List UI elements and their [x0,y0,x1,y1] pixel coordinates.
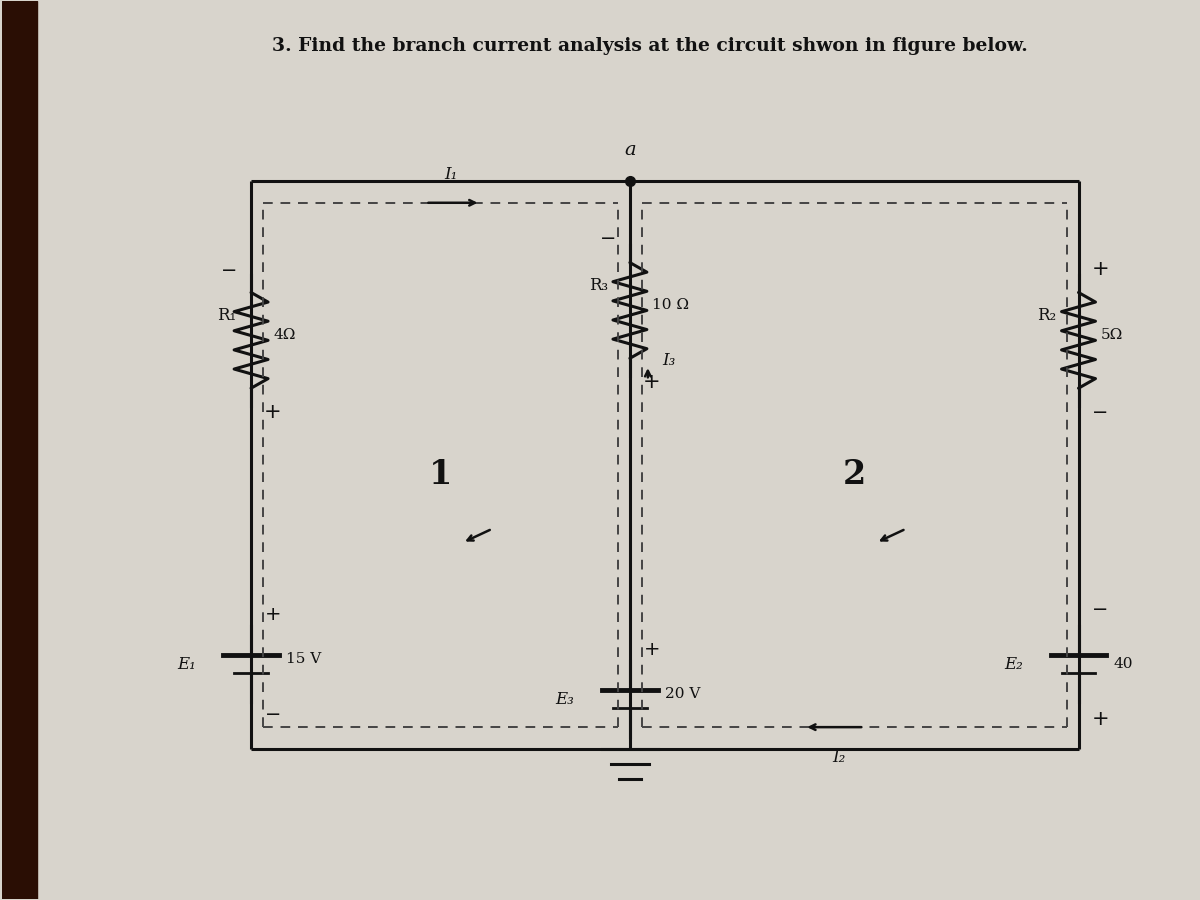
Text: I₁: I₁ [444,166,457,183]
Text: 4Ω: 4Ω [274,328,295,342]
Text: +: + [1092,709,1109,729]
Text: +: + [265,605,281,624]
Text: −: − [1092,600,1109,619]
Text: R₁: R₁ [217,307,236,324]
Text: +: + [643,373,661,392]
Text: I₃: I₃ [662,352,676,369]
Text: E₃: E₃ [556,690,575,707]
Text: +: + [264,402,282,422]
Text: 2: 2 [842,458,866,491]
Text: a: a [624,141,636,159]
Text: −: − [1092,402,1109,421]
Text: E₁: E₁ [176,656,196,673]
Text: 15 V: 15 V [286,652,322,666]
Text: 5Ω: 5Ω [1100,328,1123,342]
Text: 10 Ω: 10 Ω [652,299,689,312]
Bar [2,2,37,898]
Text: +: + [643,640,660,659]
Text: R₃: R₃ [589,277,608,294]
Text: 20 V: 20 V [665,688,700,701]
Text: I₂: I₂ [833,749,846,766]
Text: 1: 1 [428,458,452,491]
Text: −: − [643,740,660,759]
Text: R₂: R₂ [1038,307,1056,324]
Text: +: + [1092,258,1109,279]
Text: E₂: E₂ [1004,656,1024,673]
Text: −: − [221,261,238,280]
Text: −: − [265,705,281,724]
Text: −: − [600,230,616,248]
Text: 3. Find the branch current analysis at the circuit shwon in figure below.: 3. Find the branch current analysis at t… [272,37,1027,55]
Text: 40: 40 [1114,657,1133,671]
